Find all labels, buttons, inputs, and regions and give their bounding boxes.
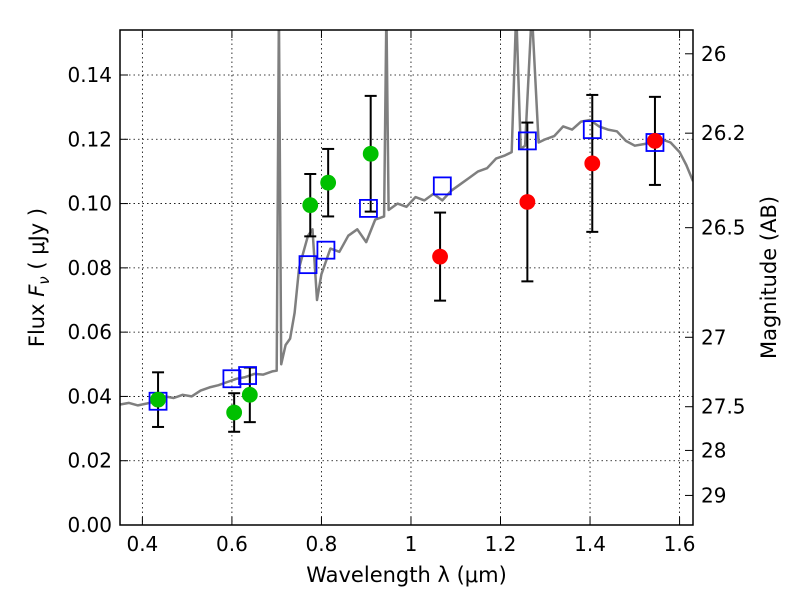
green-data-point [362, 145, 379, 162]
x-axis-label: Wavelength λ (μm) [306, 563, 507, 587]
red-data-point [432, 248, 448, 265]
model-photometry-square [238, 366, 257, 385]
right-tick-label: 29 [701, 483, 726, 507]
model-photometry-square [222, 369, 242, 389]
green-data-point [320, 174, 337, 191]
red-data-point [647, 132, 663, 149]
y-tick-label: 0.06 [67, 320, 112, 344]
right-tick-label: 27 [701, 325, 726, 349]
green-data-point [226, 404, 243, 421]
y-tick-label: 0.02 [67, 449, 112, 473]
grid [120, 30, 693, 526]
right-tick-label: 27.5 [701, 395, 746, 419]
red-data-point [519, 194, 536, 210]
y-axis-label: Flux Fν ( μJy ) [25, 208, 53, 347]
x-tick-label: 0.4 [126, 532, 158, 556]
model-photometry-square [432, 176, 452, 196]
right-axis-label: Magnitude (AB) [757, 196, 781, 359]
model-photometry-square [316, 240, 336, 260]
red-data-point [584, 155, 601, 172]
x-tick-label: 1.6 [664, 532, 696, 556]
y-tick-label: 0.08 [67, 256, 112, 280]
axis-ticks: 0.4 0.6 0.8 1 1.2 1.4 1.6 0.00 0.02 0.04 0.06 0.08 0… [67, 30, 746, 556]
model-photometry-square [298, 255, 318, 275]
green-data-point [302, 197, 319, 214]
y-tick-label: 0.10 [67, 192, 112, 216]
x-tick-label: 1 [405, 532, 418, 556]
y-tick-label: 0.00 [67, 513, 112, 537]
plot-content [120, 30, 693, 433]
x-tick-label: 1.4 [574, 532, 606, 556]
plot-area [120, 30, 693, 433]
right-tick-label: 28 [701, 438, 726, 462]
model-photometry-square [359, 198, 378, 218]
right-tick-label: 26 [701, 42, 726, 66]
x-tick-label: 1.2 [485, 532, 517, 556]
right-tick-label: 26.2 [701, 121, 746, 145]
y-tick-label: 0.12 [67, 127, 112, 151]
x-tick-label: 0.8 [306, 532, 338, 556]
y-tick-label: 0.14 [67, 63, 112, 87]
green-data-point [241, 386, 258, 403]
model-spectrum-line [120, 30, 693, 407]
x-tick-label: 0.6 [216, 532, 248, 556]
y-tick-label: 0.04 [67, 384, 112, 408]
model-photometry-square [517, 131, 537, 151]
model-photometry-square [582, 120, 602, 140]
right-tick-label: 26.5 [701, 216, 746, 240]
plot-frame [119, 29, 694, 526]
green-data-point [150, 391, 166, 408]
